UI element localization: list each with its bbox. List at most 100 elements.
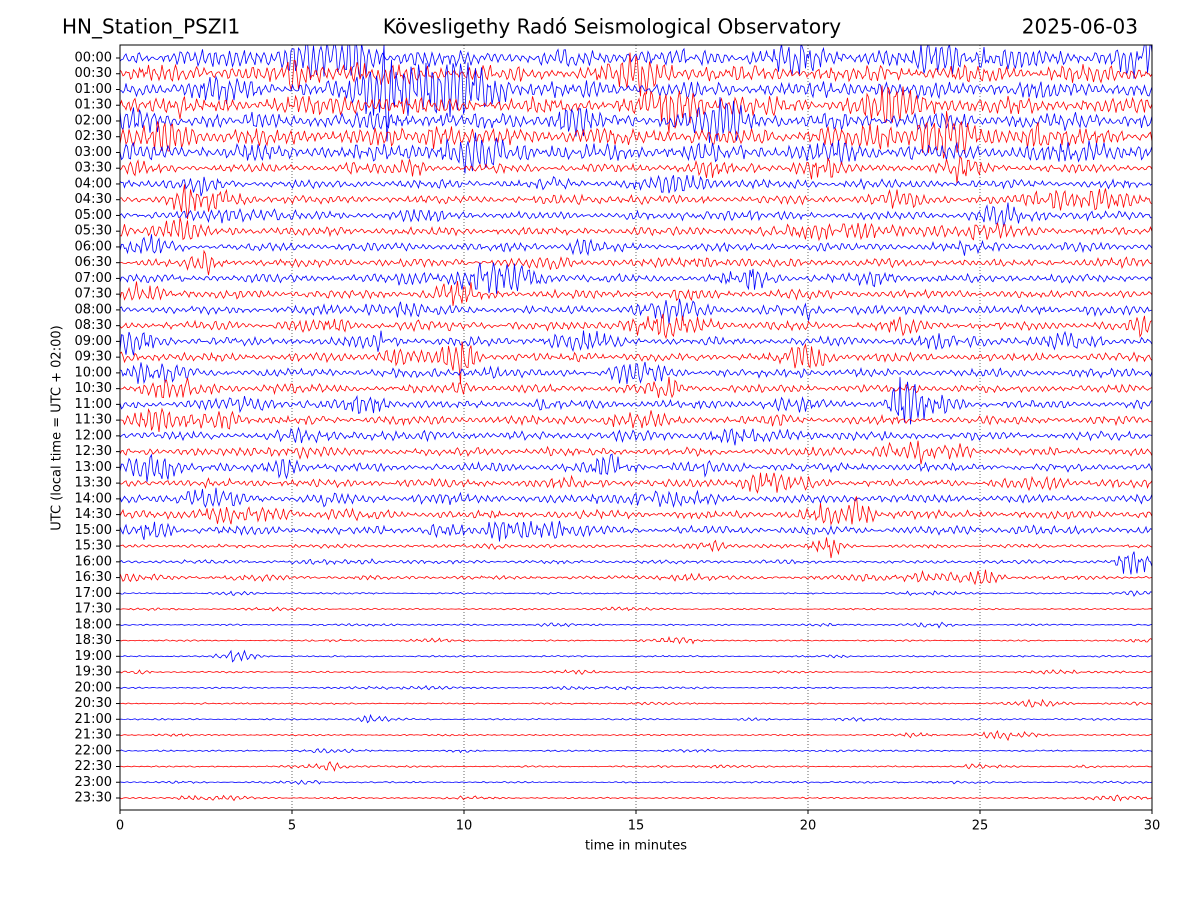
y-tick-label: 22:30 (75, 759, 112, 774)
trace (120, 156, 1152, 184)
y-tick-label: 02:00 (75, 113, 112, 128)
y-tick-label: 03:00 (75, 145, 112, 160)
trace (120, 761, 1152, 772)
trace (120, 202, 1152, 227)
y-tick-label: 03:30 (75, 161, 112, 176)
trace (120, 621, 1152, 629)
y-tick-label: 23:30 (75, 791, 112, 806)
y-tick-label: 13:00 (75, 460, 112, 475)
trace (120, 794, 1152, 802)
y-tick-label: 10:30 (75, 381, 112, 396)
trace (120, 520, 1152, 542)
trace (120, 551, 1152, 575)
trace (120, 669, 1152, 676)
y-tick-label: 21:30 (75, 728, 112, 743)
trace (120, 361, 1152, 385)
trace (120, 376, 1152, 399)
trace (120, 184, 1152, 220)
y-tick-label: 19:30 (75, 665, 112, 680)
x-tick-label: 30 (1144, 819, 1161, 834)
y-tick-label: 21:00 (75, 712, 112, 727)
y-tick-label: 01:00 (75, 82, 112, 97)
y-tick-label: 19:00 (75, 649, 112, 664)
trace (120, 85, 1152, 134)
y-tick-label: 00:00 (75, 51, 112, 66)
trace (120, 569, 1152, 586)
chart-title: Kövesligethy Radó Seismological Observat… (383, 15, 841, 39)
trace (120, 713, 1152, 724)
trace (120, 45, 1152, 142)
trace (120, 426, 1152, 446)
y-tick-label: 15:30 (75, 539, 112, 554)
y-tick-label: 07:00 (75, 271, 112, 286)
station: HN_Station_PSZI1 (62, 15, 240, 39)
y-tick-label: 05:00 (75, 208, 112, 223)
y-tick-label: 08:00 (75, 302, 112, 317)
plot-frame (119, 44, 1153, 811)
x-axis-label: time in minutes (585, 839, 687, 854)
trace (120, 298, 1152, 325)
y-axis-label: UTC (local time = UTC + 02:00) (50, 325, 65, 530)
trace (120, 698, 1152, 708)
y-tick-label: 07:30 (75, 287, 112, 302)
trace (120, 472, 1152, 494)
trace (120, 487, 1152, 509)
trace (120, 684, 1152, 691)
y-tick-label: 23:00 (75, 775, 112, 790)
trace (120, 234, 1152, 257)
y-tick-label: 15:00 (75, 523, 112, 538)
trace (120, 748, 1152, 754)
trace (120, 280, 1152, 306)
x-tick-label: 25 (972, 819, 989, 834)
y-tick-label: 20:00 (75, 680, 112, 695)
trace (120, 330, 1152, 356)
y-tick-label: 04:00 (75, 176, 112, 191)
y-tick-label: 09:30 (75, 350, 112, 365)
trace (120, 453, 1152, 482)
y-tick-label: 20:30 (75, 696, 112, 711)
x-tick-label: 10 (456, 819, 473, 834)
trace (120, 779, 1152, 785)
y-tick-label: 17:30 (75, 602, 112, 617)
trace (120, 132, 1152, 174)
y-tick-label: 12:30 (75, 444, 112, 459)
y-tick-label: 16:30 (75, 570, 112, 585)
trace (120, 590, 1152, 597)
y-tick-label: 13:30 (75, 476, 112, 491)
trace (120, 262, 1152, 294)
y-tick-label: 09:00 (75, 334, 112, 349)
y-tick-label: 04:30 (75, 192, 112, 207)
x-tick-label: 5 (288, 819, 296, 834)
y-tick-label: 22:00 (75, 743, 112, 758)
trace (120, 217, 1152, 242)
trace (120, 249, 1152, 276)
date: 2025-06-03 (1022, 15, 1138, 39)
trace (120, 111, 1152, 159)
y-tick-label: 00:30 (75, 66, 112, 81)
trace (120, 313, 1152, 340)
y-tick-label: 14:00 (75, 491, 112, 506)
y-tick-label: 08:30 (75, 318, 112, 333)
y-tick-label: 16:00 (75, 554, 112, 569)
y-tick-label: 05:30 (75, 224, 112, 239)
y-tick-label: 01:30 (75, 98, 112, 113)
trace (120, 606, 1152, 612)
trace (120, 537, 1152, 559)
x-tick-label: 0 (116, 819, 124, 834)
y-tick-label: 06:00 (75, 239, 112, 254)
trace (120, 635, 1152, 645)
trace (120, 45, 1152, 81)
trace (120, 97, 1152, 143)
trace (120, 377, 1152, 425)
trace (120, 496, 1152, 526)
y-tick-label: 10:00 (75, 365, 112, 380)
x-tick-label: 15 (628, 819, 645, 834)
trace (120, 649, 1152, 663)
trace (120, 341, 1152, 384)
trace (120, 174, 1152, 197)
y-tick-label: 11:30 (75, 413, 112, 428)
trace (120, 407, 1152, 433)
y-tick-label: 11:00 (75, 397, 112, 412)
x-tick-label: 20 (800, 819, 817, 834)
